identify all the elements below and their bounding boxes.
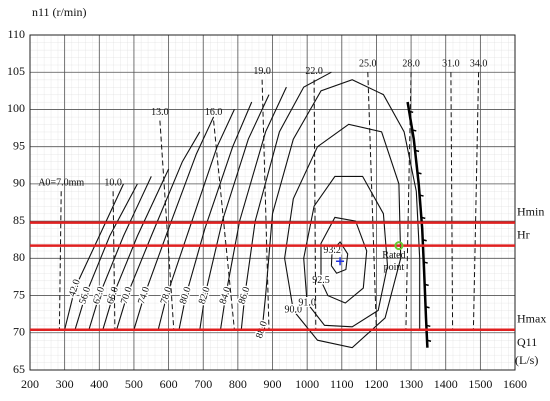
hatch (426, 339, 432, 342)
opening-line (159, 120, 175, 330)
x-tick-label: 900 (264, 377, 282, 391)
efficiency-contour (330, 241, 349, 274)
efficiency-contour (178, 101, 253, 330)
y-tick-label: 90 (13, 176, 25, 190)
x-axis-label: Q11 (517, 335, 537, 349)
opening-line (472, 72, 480, 330)
opening-label: 16.0 (205, 107, 223, 118)
x-tick-label: 1600 (503, 377, 527, 391)
hatch (414, 149, 420, 153)
contour-label: 74.0 (136, 285, 152, 305)
x-tick-label: 1100 (330, 377, 354, 391)
hatch (419, 194, 424, 197)
hatch (412, 129, 417, 132)
hatch (426, 324, 431, 328)
efficiency-contour (199, 94, 270, 330)
y-tick-label: 75 (13, 287, 25, 301)
head-label: Hmin (517, 204, 544, 218)
x-tick-label: 1200 (364, 377, 388, 391)
y-tick-label: 85 (13, 213, 25, 227)
x-tick-label: 800 (229, 377, 247, 391)
opening-label: 19.0 (253, 66, 271, 77)
hatch (425, 305, 430, 309)
opening-line (367, 72, 377, 330)
x-tick-label: 1500 (468, 377, 492, 391)
x-tick-label: 1000 (295, 377, 319, 391)
opening-line (261, 79, 270, 330)
opening-label: 31.0 (442, 59, 460, 70)
contour-label: 92.5 (312, 275, 330, 286)
opening-line (112, 191, 116, 330)
contour-label: 90.0 (285, 305, 303, 316)
hatch (422, 238, 427, 242)
y-tick-label: 70 (13, 325, 25, 339)
opening-line (213, 120, 235, 330)
x-tick-label: 1300 (399, 377, 423, 391)
plot-frame (29, 34, 516, 371)
opening-label: 25.0 (359, 59, 377, 70)
head-label: Hr (517, 227, 530, 241)
power-limit-line (406, 101, 429, 348)
opening-line (58, 191, 62, 330)
x-tick-label: 1400 (434, 377, 458, 391)
opening-line (450, 72, 454, 330)
head-label: Hmax (517, 312, 546, 326)
efficiency-contour (240, 71, 332, 330)
y-tick-label: 65 (13, 362, 25, 376)
efficiency-contour (219, 86, 287, 330)
hatch (424, 283, 429, 287)
y-axis-label: n11 (r/min) (32, 5, 87, 19)
contour-label: 91.0 (298, 297, 316, 308)
hatch (421, 216, 426, 220)
x-tick-label: 600 (160, 377, 178, 391)
efficiency-contour (116, 131, 201, 330)
opening-label: 28.0 (402, 59, 420, 70)
y-tick-label: 100 (7, 101, 25, 115)
y-tick-label: 95 (13, 138, 25, 152)
efficiency-contour (320, 216, 368, 304)
opening-label: 34.0 (470, 59, 488, 70)
contour-label: 93.2 (323, 245, 341, 256)
efficiency-contour (284, 123, 402, 349)
x-tick-label: 500 (125, 377, 143, 391)
rated-label: point (384, 262, 405, 273)
efficiency-contour (102, 168, 170, 330)
efficiency-contour (64, 183, 124, 330)
rated-point (394, 241, 404, 251)
optimum-point (336, 257, 345, 266)
opening-label: A0=7.0mm (38, 178, 84, 189)
x-axis-unit: (L/s) (515, 353, 538, 367)
y-tick-label: 105 (7, 64, 25, 78)
x-tick-label: 300 (56, 377, 74, 391)
efficiency-contour (157, 109, 235, 330)
rated-label: Rated (382, 250, 405, 261)
opening-line (313, 79, 317, 330)
y-tick-label: 80 (13, 250, 25, 264)
hatch (423, 261, 428, 264)
opening-label: 13.0 (151, 107, 169, 118)
y-tick-label: 110 (7, 27, 25, 41)
hatch (417, 171, 422, 175)
x-tick-label: 700 (194, 377, 212, 391)
hatch (408, 110, 414, 114)
efficiency-contour (88, 176, 152, 330)
efficiency-contour (74, 183, 138, 330)
x-tick-label: 400 (90, 377, 108, 391)
efficiency-contour (261, 79, 421, 330)
opening-label: 22.0 (305, 66, 323, 77)
x-tick-label: 200 (21, 377, 39, 391)
opening-label: 10.0 (104, 178, 122, 189)
efficiency-contour (133, 116, 215, 330)
